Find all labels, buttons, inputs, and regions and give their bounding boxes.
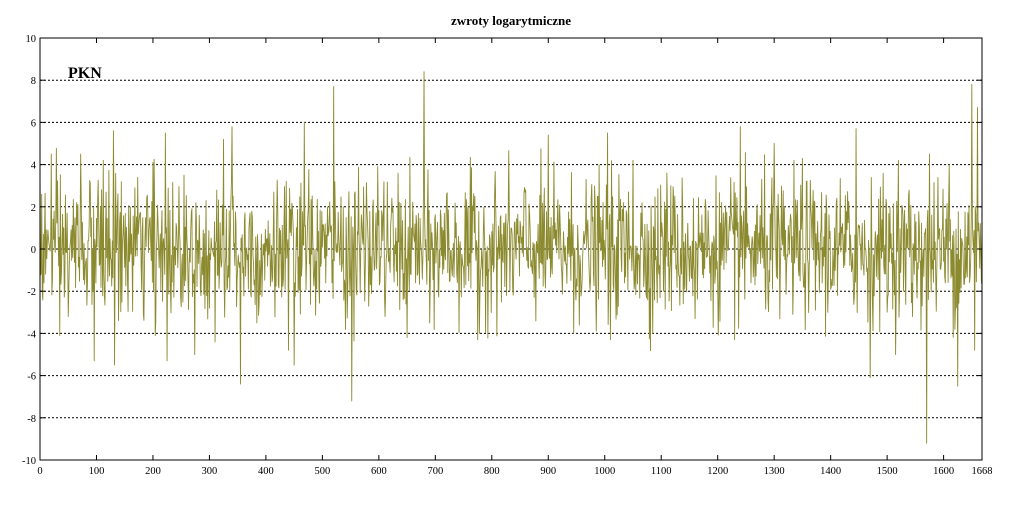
x-tick-label: 600 xyxy=(371,466,387,477)
x-tick-label: 0 xyxy=(37,466,42,477)
x-tick-label: 400 xyxy=(258,466,274,477)
x-tick-label: 1300 xyxy=(764,466,785,477)
y-tick-label: -2 xyxy=(27,287,36,298)
x-tick-label: 1500 xyxy=(877,466,898,477)
y-tick-label: 4 xyxy=(31,161,37,172)
y-tick-label: 0 xyxy=(31,245,36,256)
x-tick-label: 700 xyxy=(427,466,443,477)
x-tick-label: 300 xyxy=(202,466,218,477)
x-tick-label: 1400 xyxy=(820,466,841,477)
y-tick-label: -10 xyxy=(22,456,36,467)
y-tick-label: 8 xyxy=(31,76,36,87)
y-tick-label: 6 xyxy=(31,118,36,129)
x-tick-label: 200 xyxy=(145,466,161,477)
x-tick-label: 1100 xyxy=(651,466,672,477)
x-tick-label: 900 xyxy=(540,466,556,477)
y-tick-label: 2 xyxy=(31,203,36,214)
x-tick-label: 1668 xyxy=(972,466,993,477)
x-tick-label: 800 xyxy=(484,466,500,477)
x-tick-label: 100 xyxy=(89,466,105,477)
x-tick-label: 1600 xyxy=(933,466,954,477)
x-tick-label: 500 xyxy=(314,466,330,477)
chart-title: zwroty logarytmiczne xyxy=(451,13,571,28)
series-line xyxy=(39,71,983,444)
series-layer xyxy=(39,71,983,444)
y-tick-label: -6 xyxy=(27,372,36,383)
y-tick-label: -8 xyxy=(27,414,36,425)
x-tick-label: 1200 xyxy=(707,466,728,477)
x-tick-label: 1000 xyxy=(594,466,615,477)
y-tick-label: 10 xyxy=(26,34,37,45)
y-tick-label: -4 xyxy=(27,329,36,340)
panel-label: PKN xyxy=(68,65,102,82)
